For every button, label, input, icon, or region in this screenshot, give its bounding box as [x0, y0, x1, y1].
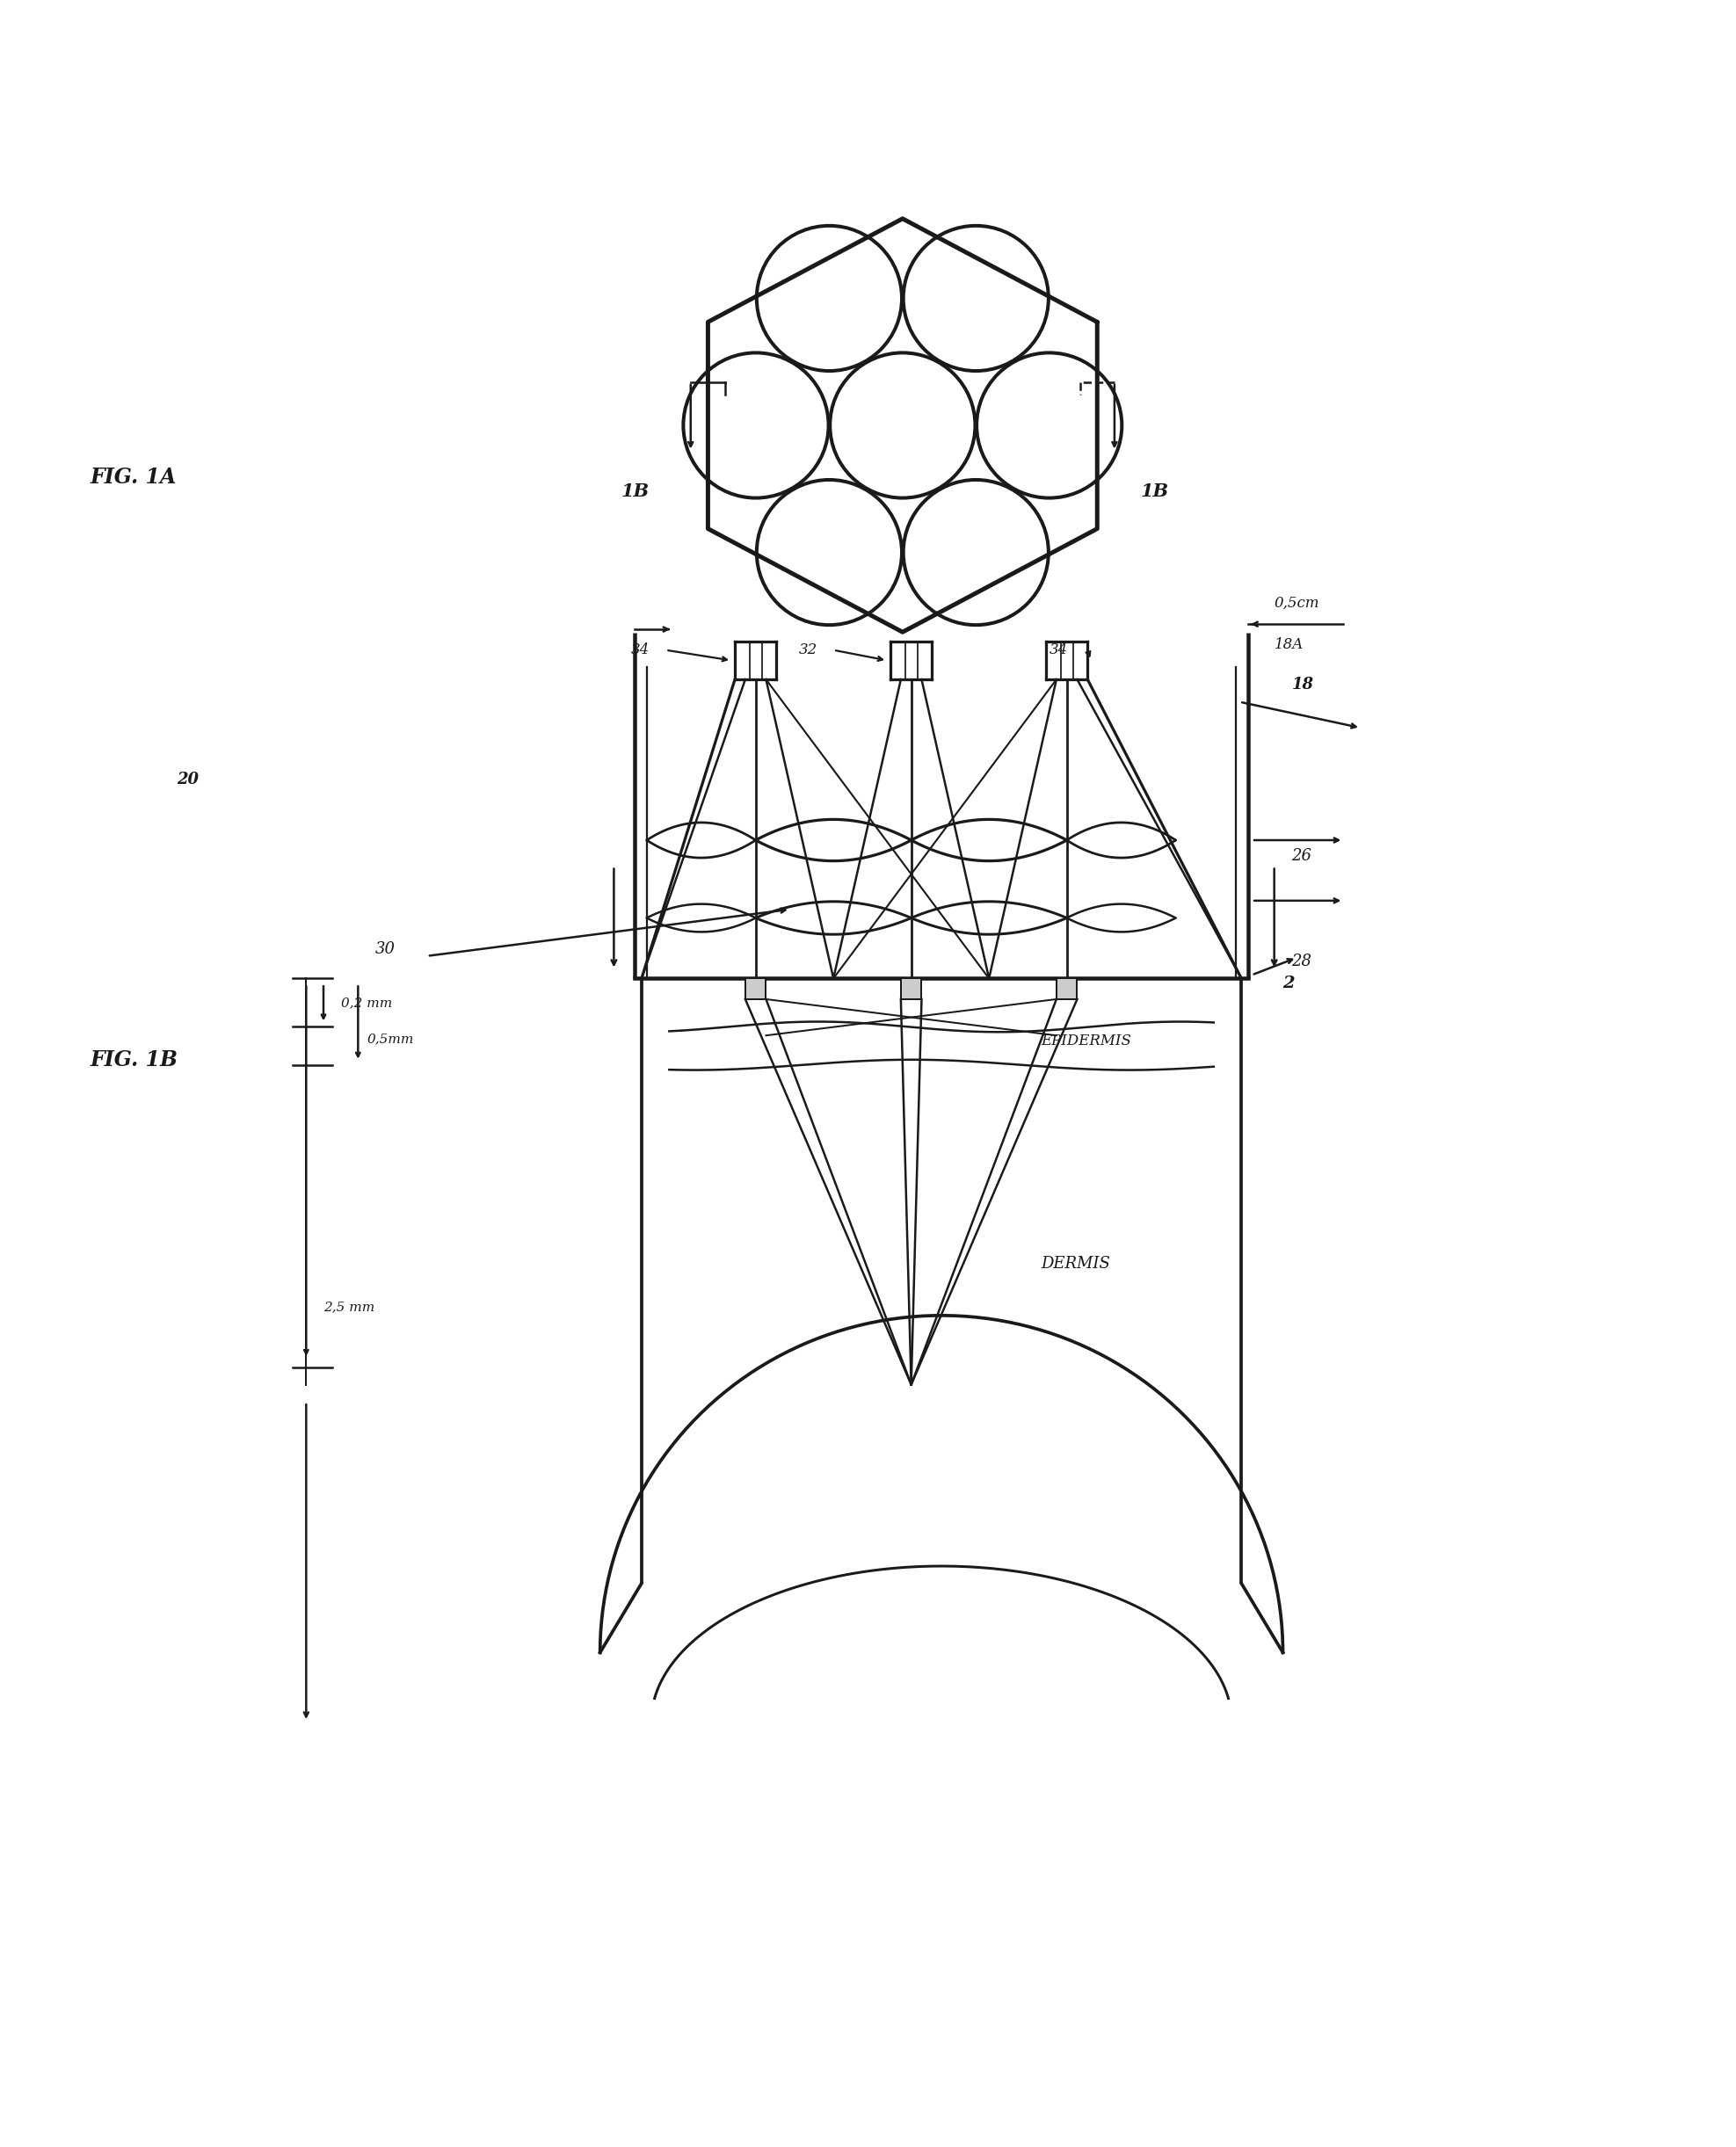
Text: 26: 26: [1292, 848, 1312, 863]
Text: 18: 18: [1292, 676, 1314, 693]
Text: 18A: 18A: [1274, 638, 1304, 653]
Text: FIG. 1B: FIG. 1B: [90, 1050, 179, 1069]
Text: 0,5cm: 0,5cm: [1274, 597, 1319, 612]
Text: DERMIS: DERMIS: [1042, 1256, 1111, 1271]
Text: 1B: 1B: [1141, 483, 1168, 500]
Text: 34: 34: [632, 642, 649, 657]
Text: 2: 2: [1283, 975, 1295, 992]
Text: 28: 28: [1292, 953, 1312, 968]
Text: 20: 20: [177, 771, 198, 788]
Text: 0,2 mm: 0,2 mm: [340, 996, 392, 1009]
Text: 34: 34: [1050, 642, 1068, 657]
Text: FIG. 1A: FIG. 1A: [90, 466, 177, 487]
Text: 0,5mm: 0,5mm: [366, 1033, 413, 1046]
Bar: [1057, 979, 1076, 998]
Bar: [745, 979, 766, 998]
Text: 1B: 1B: [621, 483, 649, 500]
Text: 2,5 mm: 2,5 mm: [323, 1301, 375, 1314]
Text: 32: 32: [799, 642, 818, 657]
Text: EPIDERMIS: EPIDERMIS: [1042, 1033, 1132, 1048]
Text: 30: 30: [375, 940, 396, 958]
Bar: [901, 979, 922, 998]
